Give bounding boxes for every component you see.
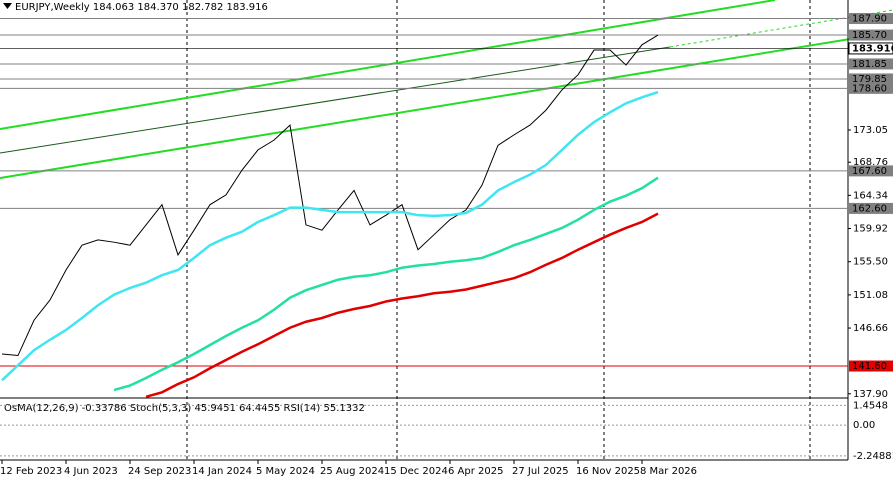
trend-channel	[0, 0, 893, 179]
level-label-box	[849, 82, 893, 94]
x-tick-label: 4 Jun 2023	[64, 466, 118, 477]
level-label-box	[849, 29, 893, 41]
price-line	[1, 34, 659, 357]
level-label-box	[848, 42, 893, 55]
x-tick-label: 25 Aug 2024	[320, 466, 384, 477]
x-tick-label: 12 Feb 2023	[0, 466, 62, 477]
y-tick-label: 164.34	[853, 190, 888, 201]
level-label: 179.85	[852, 74, 887, 85]
y-tick-label: 146.66	[853, 323, 888, 334]
x-tick-label: 5 May 2024	[256, 466, 315, 477]
level-label-box	[849, 360, 893, 372]
level-label: 187.90	[852, 14, 887, 25]
indicator-tick-label: 0.00	[853, 420, 875, 431]
level-label: 178.60	[852, 83, 887, 94]
chart-title: EURJPY,Weekly 184.063 184.370 182.782 18…	[15, 2, 268, 13]
x-tick-label: 8 Mar 2026	[640, 466, 697, 477]
level-label-box	[849, 202, 893, 214]
moving-average	[113, 176, 659, 392]
level-label: 162.60	[852, 203, 887, 214]
x-tick-label: 27 Jul 2025	[512, 466, 569, 477]
y-tick-label: 168.76	[853, 157, 888, 168]
y-tick-label: 151.08	[853, 290, 888, 301]
moving-average	[145, 212, 659, 399]
indicator-title: OsMA(12,26,9) -0.33786 Stoch(5,3,3) 45.9…	[4, 403, 365, 414]
level-label-box	[849, 13, 893, 25]
x-tick-label: 14 Jan 2024	[192, 466, 252, 477]
level-label: 185.70	[852, 30, 887, 41]
y-tick-label: 173.05	[853, 125, 888, 136]
x-tick-label: 16 Nov 2025	[576, 466, 640, 477]
indicator-tick-label: 1.4548	[853, 400, 888, 411]
x-tick-label: 15 Dec 2024	[384, 466, 448, 477]
indicator-tick-label: -2.24881	[853, 451, 893, 462]
channel-midline	[0, 46, 671, 154]
y-tick-label: 137.90	[853, 389, 888, 400]
level-label: 181.85	[852, 59, 887, 70]
level-label: 183.916	[852, 43, 893, 54]
level-label: 141.60	[852, 361, 887, 372]
level-label-box	[849, 58, 893, 70]
moving-average	[1, 90, 659, 382]
period-separators	[186, 0, 811, 460]
level-label-box	[849, 73, 893, 85]
x-tick-label: 24 Sep 2023	[128, 466, 191, 477]
channel-line	[0, 0, 776, 130]
y-tick-label: 155.50	[853, 257, 888, 268]
level-label: 167.60	[852, 166, 887, 177]
y-tick-label: 159.92	[853, 224, 888, 235]
level-label-box	[849, 165, 893, 177]
symbol-icon	[3, 3, 12, 9]
channel-line	[0, 31, 893, 179]
x-tick-label: 6 Apr 2025	[448, 466, 503, 477]
